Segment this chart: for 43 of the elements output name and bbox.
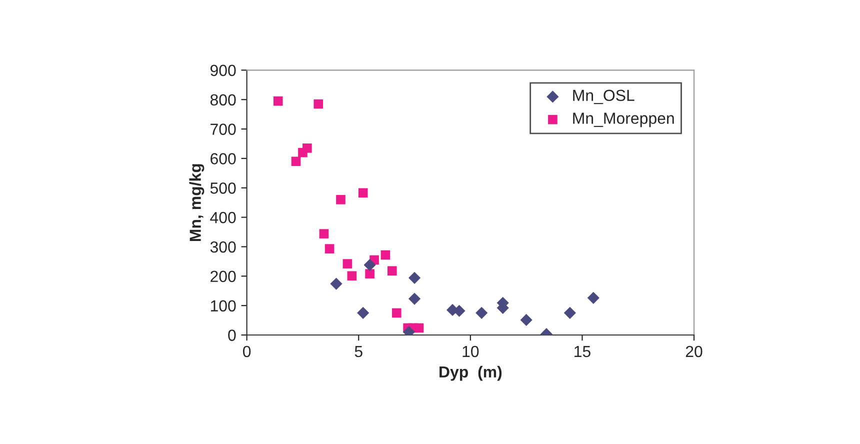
legend-label: Mn_Moreppen [573, 112, 674, 128]
x-tick-label: 20 [686, 346, 702, 358]
point [324, 244, 334, 254]
point [302, 143, 312, 153]
y-tick-label: 500 [210, 182, 236, 194]
point [314, 99, 324, 109]
y-tick-label: 700 [210, 124, 236, 135]
point [380, 250, 390, 260]
y-tick-label: 600 [210, 153, 236, 164]
legend-label: Mn_OSL [573, 90, 634, 104]
point [408, 272, 421, 284]
y-tick-label: 400 [210, 212, 236, 224]
y-tick-label: 100 [210, 300, 236, 312]
y-tick-label: 800 [210, 94, 236, 106]
point [564, 306, 576, 319]
x-tick-label: 5 [354, 346, 362, 358]
point [342, 259, 352, 268]
point [291, 156, 301, 166]
point [408, 292, 421, 305]
point [414, 323, 424, 333]
y-tick-label: 200 [210, 270, 236, 282]
point [392, 308, 402, 318]
x-tick-label: 10 [462, 346, 479, 358]
point [365, 269, 374, 278]
x-tick-label: 0 [243, 346, 251, 358]
point [330, 278, 342, 290]
x-axis-title: Dyp (m) [440, 366, 502, 381]
point [388, 266, 397, 276]
y-axis-title: Mn, mg/kg [189, 164, 204, 241]
y-tick-label: 0 [228, 330, 236, 341]
y-tick-label: 900 [210, 64, 236, 76]
point [520, 314, 532, 326]
point [347, 271, 357, 281]
point [358, 188, 368, 198]
point [357, 306, 370, 319]
point [336, 194, 346, 204]
x-tick-label: 15 [574, 346, 590, 358]
point [273, 96, 283, 106]
point [364, 258, 376, 272]
point [587, 292, 600, 304]
y-tick-label: 300 [210, 241, 236, 253]
point [319, 229, 329, 238]
point [476, 306, 488, 319]
